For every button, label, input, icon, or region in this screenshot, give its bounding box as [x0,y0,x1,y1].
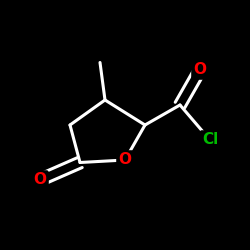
Text: O: O [34,172,46,188]
Text: Cl: Cl [202,132,218,148]
Text: O: O [118,152,132,168]
Text: O: O [194,62,206,78]
